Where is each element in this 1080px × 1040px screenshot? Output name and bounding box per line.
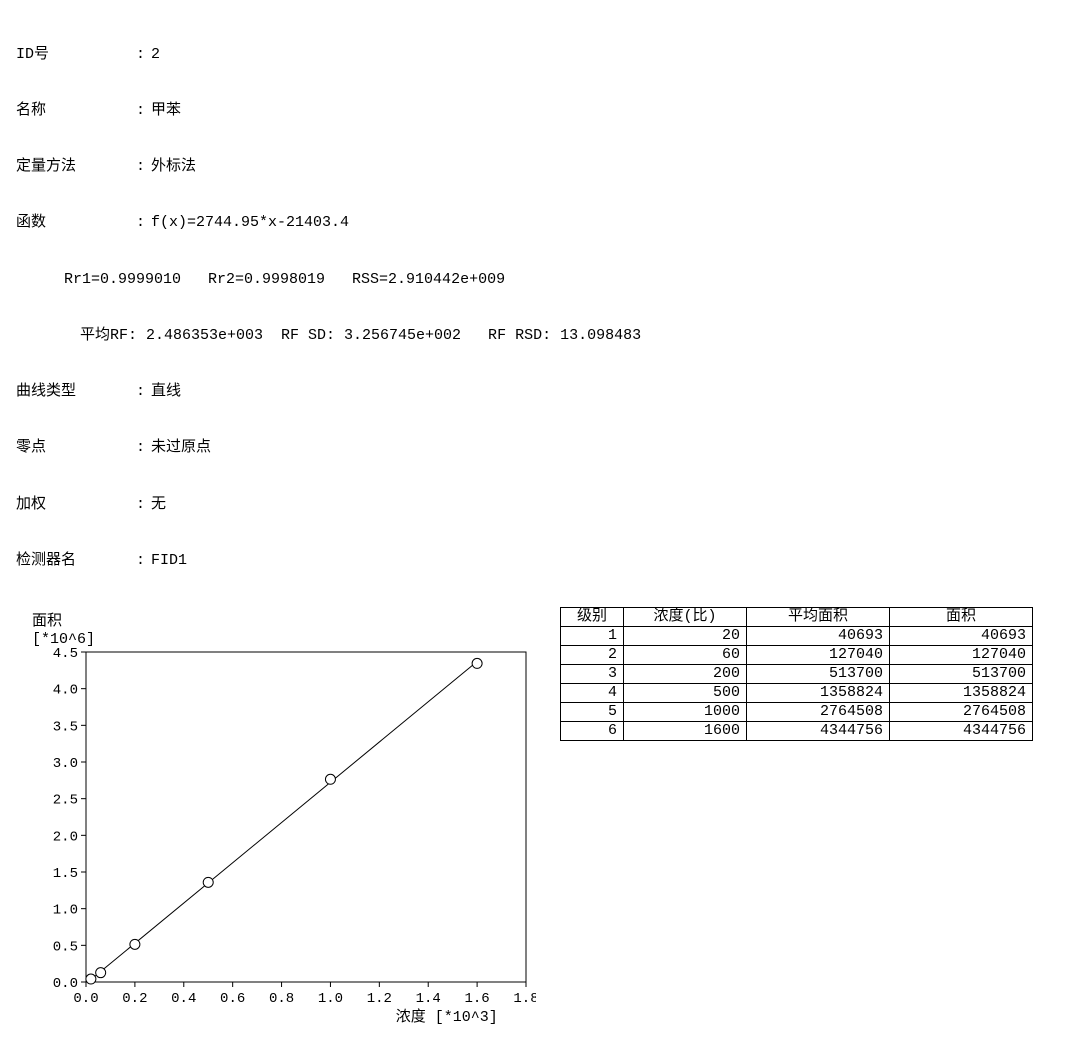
table-cell: 513700	[747, 665, 890, 684]
y-tick-label: 1.5	[53, 866, 78, 882]
zero-label: 零点	[16, 439, 136, 458]
y-tick-label: 0.5	[53, 940, 78, 956]
y-tick-label: 2.5	[53, 793, 78, 809]
data-point	[96, 968, 106, 978]
table-cell: 200	[624, 665, 747, 684]
id-label: ID号	[16, 46, 136, 65]
table-cell: 1	[561, 627, 624, 646]
table-cell: 127040	[890, 646, 1033, 665]
x-tick-label: 1.0	[318, 991, 343, 1007]
table-row: 450013588241358824	[561, 684, 1033, 703]
table-cell: 60	[624, 646, 747, 665]
x-axis-title: 浓度 [*10^3]	[396, 1008, 498, 1026]
func-value: f(x)=2744.95*x-21403.4	[151, 214, 349, 233]
y-tick-label: 0.0	[53, 976, 78, 992]
x-tick-label: 0.8	[269, 991, 294, 1007]
table-cell: 40693	[890, 627, 1033, 646]
data-point	[86, 974, 96, 984]
weight-label: 加权	[16, 496, 136, 515]
table-cell: 40693	[747, 627, 890, 646]
data-table: 级别浓度(比)平均面积面积120406934069326012704012704…	[560, 607, 1033, 741]
x-tick-label: 0.2	[122, 991, 147, 1007]
table-cell: 513700	[890, 665, 1033, 684]
data-table-wrap: 级别浓度(比)平均面积面积120406934069326012704012704…	[560, 607, 1033, 741]
calibration-chart: 面积[*10^6]0.00.51.01.52.02.53.03.54.04.50…	[16, 607, 536, 1032]
data-point	[325, 775, 335, 785]
method-label: 定量方法	[16, 158, 136, 177]
func-label: 函数	[16, 214, 136, 233]
table-cell: 1358824	[747, 684, 890, 703]
x-tick-label: 0.4	[171, 991, 196, 1007]
table-cell: 4344756	[747, 722, 890, 741]
method-value: 外标法	[151, 158, 196, 177]
table-cell: 5	[561, 703, 624, 722]
y-tick-label: 3.5	[53, 720, 78, 736]
table-cell: 1358824	[890, 684, 1033, 703]
table-row: 5100027645082764508	[561, 703, 1033, 722]
table-cell: 2	[561, 646, 624, 665]
y-tick-label: 3.0	[53, 756, 78, 772]
table-row: 260127040127040	[561, 646, 1033, 665]
table-cell: 6	[561, 722, 624, 741]
table-row: 6160043447564344756	[561, 722, 1033, 741]
x-tick-label: 0.0	[73, 991, 98, 1007]
plot-area	[86, 652, 526, 982]
table-cell: 127040	[747, 646, 890, 665]
table-header: 平均面积	[747, 608, 890, 627]
data-point	[472, 659, 482, 669]
y-tick-label: 1.0	[53, 903, 78, 919]
name-label: 名称	[16, 102, 136, 121]
curve-label: 曲线类型	[16, 383, 136, 402]
y-axis-title: 面积	[32, 612, 62, 630]
y-tick-label: 4.5	[53, 646, 78, 662]
x-tick-label: 0.6	[220, 991, 245, 1007]
name-value: 甲苯	[151, 102, 181, 121]
x-tick-label: 1.6	[465, 991, 490, 1007]
table-cell: 1600	[624, 722, 747, 741]
x-tick-label: 1.2	[367, 991, 392, 1007]
table-cell: 20	[624, 627, 747, 646]
table-row: 3200513700513700	[561, 665, 1033, 684]
id-value: 2	[151, 46, 160, 65]
table-cell: 2764508	[890, 703, 1033, 722]
table-cell: 2764508	[747, 703, 890, 722]
zero-value: 未过原点	[151, 439, 211, 458]
table-row: 1204069340693	[561, 627, 1033, 646]
x-tick-label: 1.8	[513, 991, 536, 1007]
rf-line: 平均RF: 2.486353e+003 RF SD: 3.256745e+002…	[80, 327, 1064, 346]
table-header: 级别	[561, 608, 624, 627]
weight-value: 无	[151, 496, 166, 515]
table-cell: 3	[561, 665, 624, 684]
table-cell: 500	[624, 684, 747, 703]
detector-value: FID1	[151, 552, 187, 571]
y-tick-label: 4.0	[53, 683, 78, 699]
stats-line: Rr1=0.9999010 Rr2=0.9998019 RSS=2.910442…	[64, 271, 1064, 290]
table-header: 面积	[890, 608, 1033, 627]
table-cell: 4	[561, 684, 624, 703]
detector-label: 检测器名	[16, 552, 136, 571]
data-point	[203, 878, 213, 888]
x-tick-label: 1.4	[416, 991, 441, 1007]
data-point	[130, 940, 140, 950]
curve-value: 直线	[151, 383, 181, 402]
info-block: ID号:2 名称:甲苯 定量方法:外标法 函数:f(x)=2744.95*x-2…	[16, 8, 1064, 589]
y-tick-label: 2.0	[53, 830, 78, 846]
table-cell: 4344756	[890, 722, 1033, 741]
table-header: 浓度(比)	[624, 608, 747, 627]
table-cell: 1000	[624, 703, 747, 722]
